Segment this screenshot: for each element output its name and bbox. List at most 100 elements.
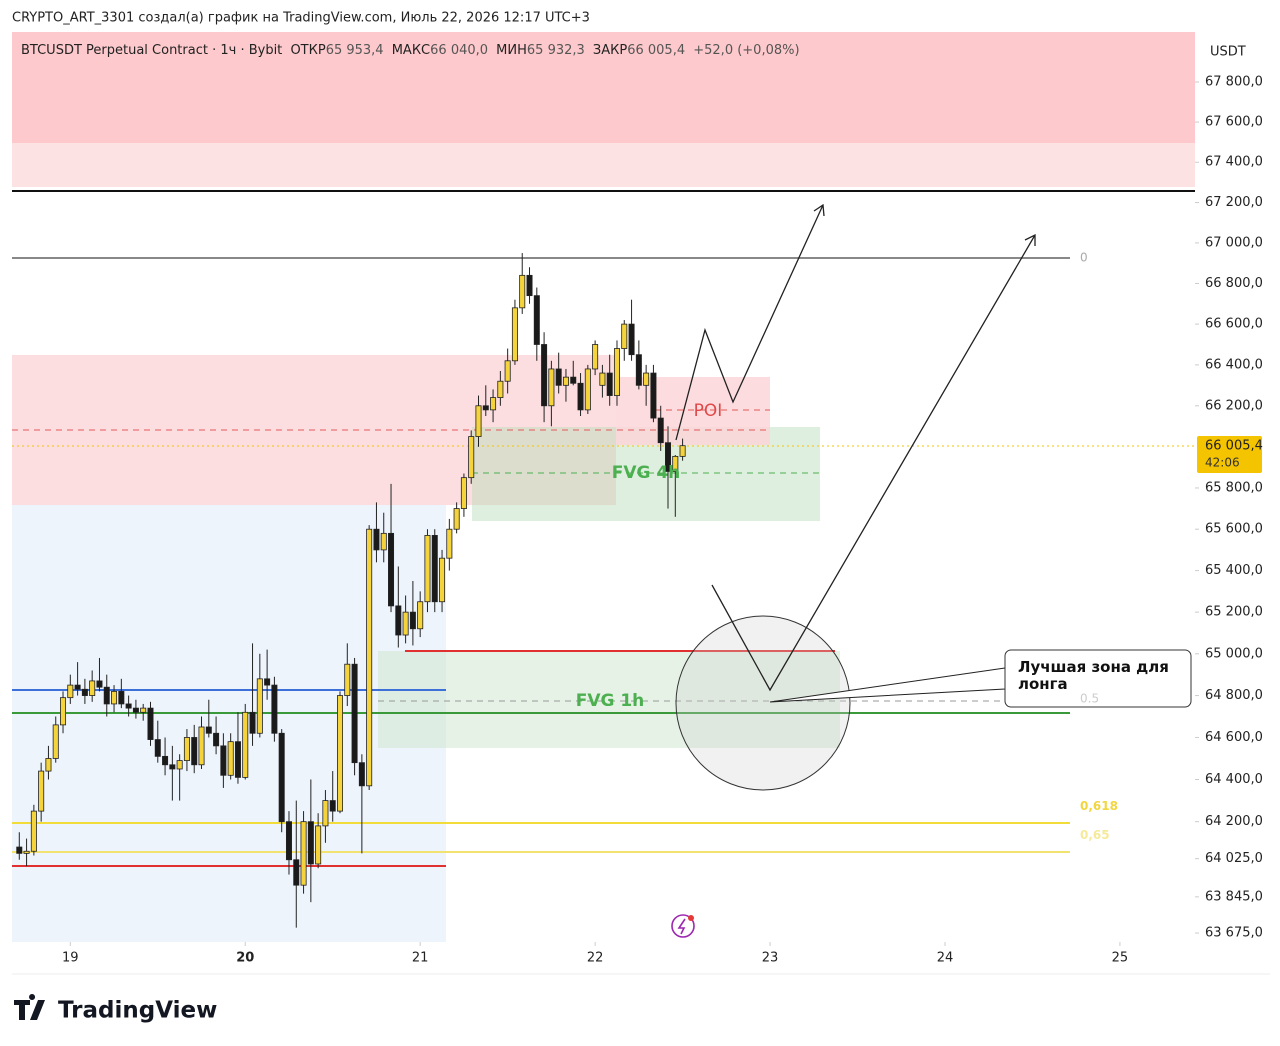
countdown: 42:06	[1205, 456, 1240, 470]
price-axis	[1195, 32, 1270, 942]
price-tag-value: 66 005,4	[1205, 439, 1263, 454]
candle-body	[81, 688, 88, 696]
candle-body	[395, 605, 402, 636]
y-tick-label: 65 200,0	[1205, 605, 1263, 620]
legend-symbol: BTCUSDT Perpetual Contract · 1ч · Bybit	[21, 43, 282, 58]
candle-body	[74, 684, 81, 690]
candle-body	[30, 810, 37, 852]
candle-body	[67, 684, 74, 699]
candle-body	[650, 372, 657, 419]
candle-body	[541, 344, 548, 407]
candle-body	[351, 663, 358, 764]
fib-label: 0.5	[1080, 692, 1099, 706]
candle-body	[176, 760, 183, 770]
candle-body	[417, 601, 424, 630]
candle-body	[613, 348, 620, 396]
candle-body	[606, 372, 613, 396]
fvg-label: FVG 1h	[576, 691, 645, 711]
candle-body	[562, 376, 569, 386]
y-tick-label: 67 800,0	[1205, 75, 1263, 90]
range-zone	[12, 505, 446, 942]
price-tag	[1197, 436, 1262, 473]
fib-label: 0	[1080, 251, 1088, 265]
arrowhead	[813, 203, 825, 217]
header: CRYPTO_ART_3301 создал(а) график на Trad…	[12, 11, 590, 26]
candle-body	[402, 611, 409, 636]
candle-body	[599, 372, 606, 386]
candle-body	[460, 477, 467, 509]
y-tick-label: 63 675,0	[1205, 925, 1263, 940]
poi-label: POI	[694, 401, 723, 421]
candle-body	[366, 528, 373, 787]
candle-body	[242, 711, 249, 778]
fvg-1h-zone	[378, 651, 840, 748]
legend-value: 65 932,3	[527, 43, 585, 58]
y-tick-label: 64 200,0	[1205, 814, 1263, 829]
candle-body	[380, 532, 387, 551]
candle-body	[111, 690, 118, 705]
y-tick-label: 65 400,0	[1205, 563, 1263, 578]
candle-body	[264, 678, 271, 686]
icon	[677, 918, 686, 935]
candle-body	[23, 850, 30, 854]
brand: TradingView	[58, 998, 217, 1024]
candle-body	[227, 741, 234, 776]
brand-logo	[14, 994, 45, 1020]
candle-body	[89, 680, 96, 696]
callout-text: Лучшая зона для лонга	[1018, 658, 1169, 693]
icon-dot	[688, 915, 694, 921]
candle-body	[409, 611, 416, 630]
candle-body	[665, 442, 672, 472]
candle-body	[191, 737, 198, 766]
currency: USDT	[1210, 45, 1246, 60]
y-tick-label: 64 600,0	[1205, 730, 1263, 745]
candle-body	[358, 762, 365, 787]
candle-body	[213, 732, 220, 747]
y-tick-label: 65 800,0	[1205, 480, 1263, 495]
candle-body	[315, 825, 322, 865]
candle-body	[526, 274, 533, 297]
candle-body	[548, 368, 555, 407]
candle-body	[38, 770, 45, 812]
x-tick-label: 23	[762, 951, 779, 966]
legend-change: +52,0 (+0,08%)	[693, 43, 799, 58]
candle-body	[329, 800, 336, 812]
y-tick-label: 67 600,0	[1205, 115, 1263, 130]
fvg-label: FVG 4h	[612, 463, 681, 483]
candle-body	[475, 405, 482, 437]
candle-body	[679, 445, 686, 457]
candle-body	[234, 741, 241, 778]
candle-body	[621, 323, 628, 349]
legend-label: МАКС	[392, 43, 430, 58]
candle-body	[198, 726, 205, 766]
arrowhead	[1024, 233, 1036, 246]
candle-body	[446, 528, 453, 559]
x-tick-label: 25	[1112, 951, 1129, 966]
candle-body	[300, 821, 307, 886]
candle-body	[490, 397, 497, 411]
candle-body	[424, 535, 431, 603]
arrow	[675, 204, 824, 441]
axes: 67 800,0 67 600,0 67 400,0 67 200,0 67 000,0…	[62, 75, 1263, 966]
candle-body	[628, 323, 635, 356]
y-tick-label: 65 600,0	[1205, 522, 1263, 537]
fib-label: 0,65	[1080, 828, 1110, 842]
candle-body	[52, 724, 59, 759]
legend-label: ЗАКР	[593, 43, 627, 58]
candle-body	[592, 344, 599, 370]
candle-body	[337, 695, 344, 812]
y-tick-label: 65 000,0	[1205, 646, 1263, 661]
fib-label: 0,618	[1080, 799, 1118, 813]
legend-value: 66 005,4	[627, 43, 685, 58]
candle-body	[154, 739, 161, 757]
x-tick-label: 19	[62, 951, 79, 966]
candle-body	[103, 686, 110, 705]
poi-zone	[616, 377, 770, 445]
candle-body	[285, 821, 292, 861]
icon	[671, 914, 695, 938]
candle-body	[96, 680, 103, 688]
candle-body	[344, 663, 351, 696]
y-tick-label: 64 800,0	[1205, 688, 1263, 703]
